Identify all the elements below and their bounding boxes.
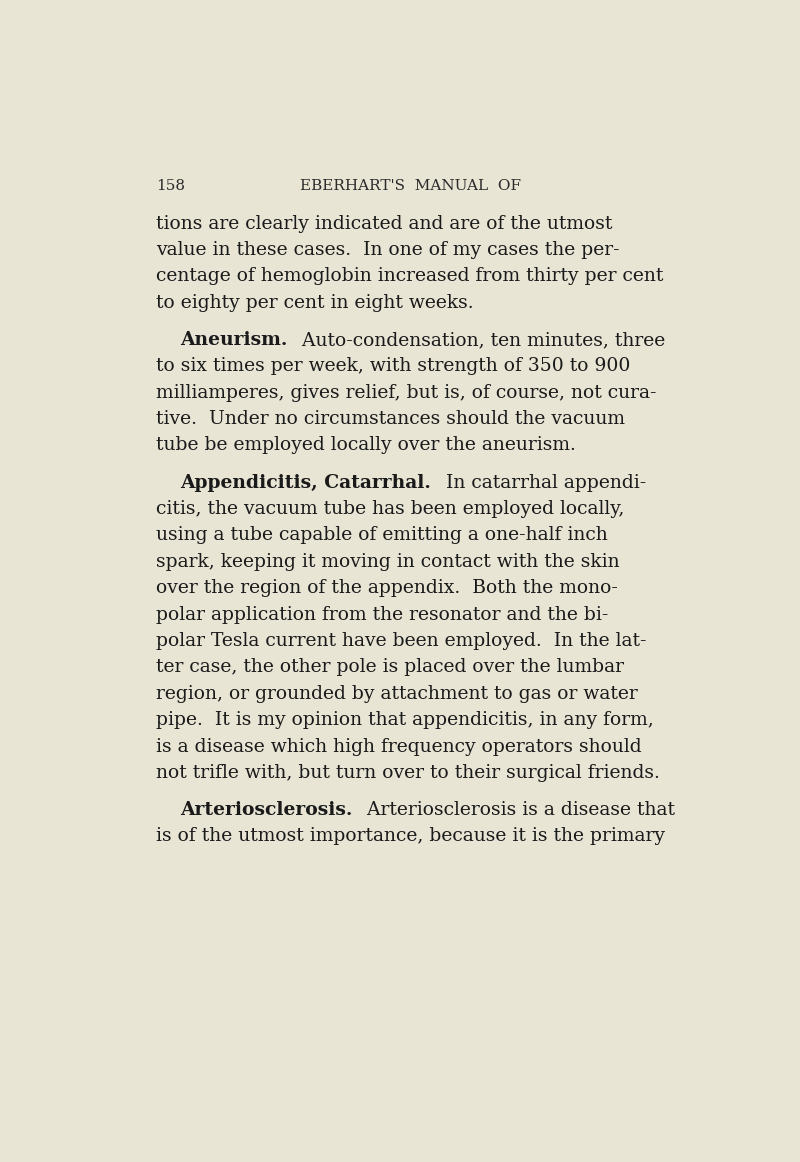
Text: In catarrhal appendi-: In catarrhal appendi-: [434, 474, 646, 492]
Text: polar Tesla current have been employed.  In the lat-: polar Tesla current have been employed. …: [156, 632, 646, 650]
Text: centage of hemoglobin increased from thirty per cent: centage of hemoglobin increased from thi…: [156, 267, 663, 286]
Text: milliamperes, gives relief, but is, of course, not cura-: milliamperes, gives relief, but is, of c…: [156, 383, 656, 402]
Text: Appendicitis, Catarrhal.: Appendicitis, Catarrhal.: [181, 474, 431, 492]
Text: tive.  Under no circumstances should the vacuum: tive. Under no circumstances should the …: [156, 410, 625, 428]
Text: to six times per week, with strength of 350 to 900: to six times per week, with strength of …: [156, 357, 630, 375]
Text: Auto-condensation, ten minutes, three: Auto-condensation, ten minutes, three: [290, 331, 666, 349]
Text: tions are clearly indicated and are of the utmost: tions are clearly indicated and are of t…: [156, 215, 612, 232]
Text: citis, the vacuum tube has been employed locally,: citis, the vacuum tube has been employed…: [156, 500, 624, 518]
Text: spark, keeping it moving in contact with the skin: spark, keeping it moving in contact with…: [156, 553, 619, 571]
Text: region, or grounded by attachment to gas or water: region, or grounded by attachment to gas…: [156, 684, 638, 703]
Text: polar application from the resonator and the bi-: polar application from the resonator and…: [156, 605, 608, 624]
Text: tube be employed locally over the aneurism.: tube be employed locally over the aneuri…: [156, 437, 576, 454]
Text: Arteriosclerosis is a disease that: Arteriosclerosis is a disease that: [355, 801, 675, 819]
Text: to eighty per cent in eight weeks.: to eighty per cent in eight weeks.: [156, 294, 474, 311]
Text: over the region of the appendix.  Both the mono-: over the region of the appendix. Both th…: [156, 579, 618, 597]
Text: using a tube capable of emitting a one-half inch: using a tube capable of emitting a one-h…: [156, 526, 607, 545]
Text: ter case, the other pole is placed over the lumbar: ter case, the other pole is placed over …: [156, 659, 624, 676]
Text: not trifle with, but turn over to their surgical friends.: not trifle with, but turn over to their …: [156, 763, 660, 782]
Text: value in these cases.  In one of my cases the per-: value in these cases. In one of my cases…: [156, 241, 619, 259]
Text: is of the utmost importance, because it is the primary: is of the utmost importance, because it …: [156, 827, 665, 846]
Text: Arteriosclerosis.: Arteriosclerosis.: [181, 801, 353, 819]
Text: EBERHART'S  MANUAL  OF: EBERHART'S MANUAL OF: [299, 179, 521, 193]
Text: 158: 158: [156, 179, 185, 193]
Text: pipe.  It is my opinion that appendicitis, in any form,: pipe. It is my opinion that appendicitis…: [156, 711, 654, 730]
Text: Aneurism.: Aneurism.: [181, 331, 288, 349]
Text: is a disease which high frequency operators should: is a disease which high frequency operat…: [156, 738, 642, 755]
